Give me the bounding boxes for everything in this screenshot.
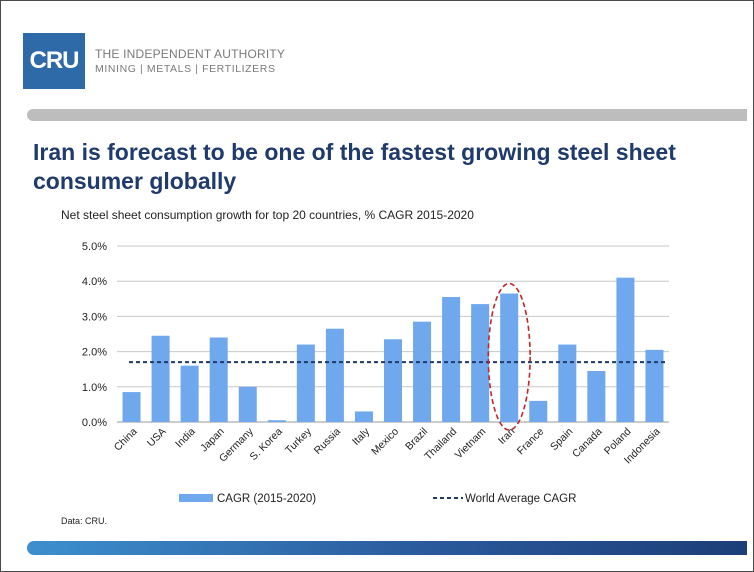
- x-tick-label: France: [515, 426, 547, 458]
- y-tick-label: 0.0%: [82, 417, 107, 429]
- bar-s-korea: [267, 420, 286, 422]
- header-band: [27, 109, 747, 121]
- x-tick-label: USA: [145, 426, 169, 450]
- logo-text: CRU: [29, 47, 80, 74]
- x-tick-label: Italy: [350, 425, 373, 448]
- bar-russia: [325, 328, 344, 422]
- y-tick-label: 5.0%: [82, 241, 107, 253]
- bar-france: [529, 400, 548, 422]
- bar-turkey: [296, 344, 315, 422]
- legend: CAGR (2015-2020) World Average CAGR: [179, 493, 576, 505]
- bar-china: [122, 392, 141, 422]
- legend-bar-swatch: [179, 494, 213, 502]
- legend-line-label: World Average CAGR: [465, 493, 576, 505]
- y-tick-label: 4.0%: [82, 276, 107, 288]
- y-axis-ticks: 0.0% 1.0% 2.0% 3.0% 4.0% 5.0%: [82, 241, 107, 429]
- x-tick-label: India: [173, 426, 198, 451]
- source-note: Data: CRU.: [61, 516, 107, 526]
- x-tick-label: Mexico: [369, 426, 401, 458]
- bar-indonesia: [645, 349, 664, 422]
- tagline: THE INDEPENDENT AUTHORITY MINING | METAL…: [95, 47, 285, 75]
- bar-poland: [616, 277, 635, 422]
- x-tick-label: Brazil: [403, 426, 430, 453]
- iran-highlight-ellipse: [487, 282, 531, 431]
- bar-mexico: [383, 339, 403, 422]
- x-tick-label: Thailand: [422, 426, 459, 463]
- y-tick-label: 2.0%: [82, 347, 107, 359]
- cru-logo: CRU: [23, 33, 85, 89]
- bar-spain: [558, 344, 577, 422]
- x-tick-label: Vietnam: [453, 425, 489, 461]
- bar-germany: [238, 386, 257, 422]
- bar-iran: [500, 293, 519, 422]
- bar-canada: [587, 370, 606, 422]
- chart-title: Net steel sheet consumption growth for t…: [61, 208, 474, 222]
- legend-bar-label: CAGR (2015-2020): [217, 493, 316, 505]
- bar-brazil: [413, 321, 432, 422]
- x-tick-label: China: [112, 426, 140, 454]
- bar-thailand: [442, 297, 461, 422]
- tagline-line-2: MINING | METALS | FERTILIZERS: [95, 63, 276, 75]
- y-tick-label: 1.0%: [82, 382, 107, 394]
- x-tick-label: Russia: [312, 426, 343, 457]
- footer-band: [27, 541, 747, 555]
- bar-india: [180, 365, 199, 422]
- bar-usa: [151, 335, 170, 422]
- x-tick-label: Canada: [570, 426, 605, 461]
- bar-japan: [209, 337, 228, 422]
- slide-title: Iran is forecast to be one of the fastes…: [33, 139, 676, 194]
- x-tick-label: S. Korea: [248, 426, 285, 463]
- y-tick-label: 3.0%: [82, 311, 107, 323]
- x-tick-label: Turkey: [283, 425, 314, 456]
- bars: [122, 277, 664, 422]
- tagline-line-1: THE INDEPENDENT AUTHORITY: [95, 47, 286, 61]
- bar-italy: [354, 411, 373, 422]
